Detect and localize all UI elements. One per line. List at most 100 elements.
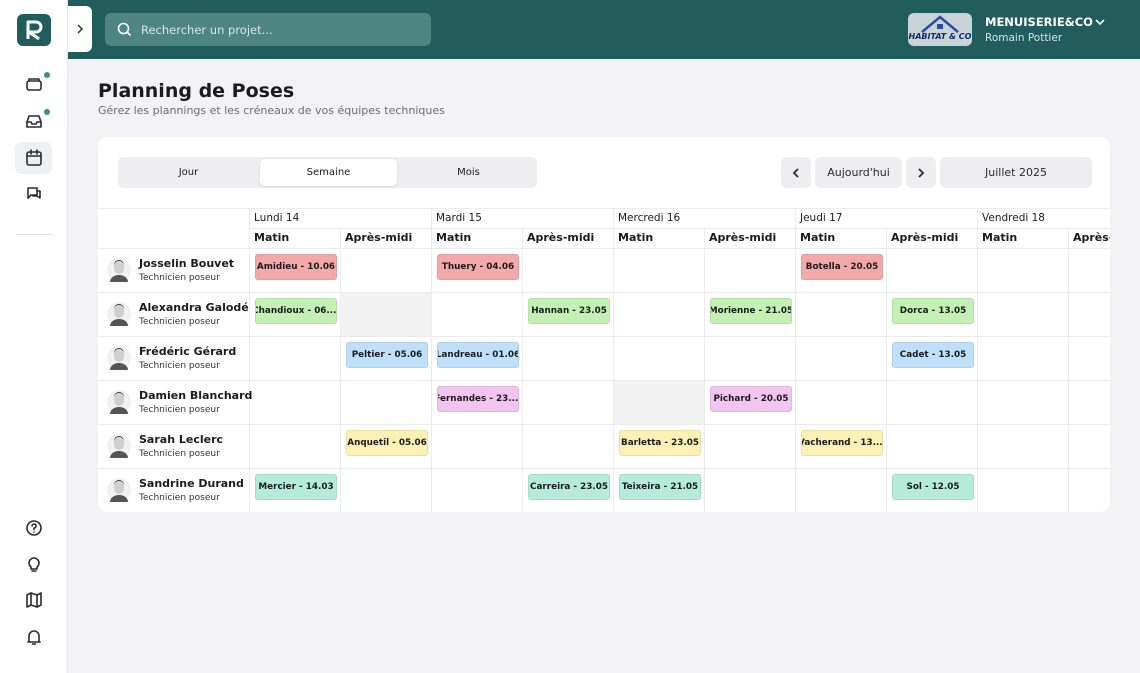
grid-line [522, 228, 523, 512]
avatar [107, 346, 131, 370]
search-icon [117, 22, 132, 37]
appointment[interactable]: Cadet - 13.05 [892, 342, 974, 368]
search-placeholder: Rechercher un projet... [141, 22, 273, 37]
prev-button[interactable] [781, 157, 811, 188]
appointment[interactable]: Carreira - 23.05 [528, 474, 610, 500]
search-box[interactable]: Rechercher un projet... [105, 13, 431, 46]
grid-line [795, 208, 796, 512]
avatar [107, 390, 131, 414]
appointment[interactable]: Amidieu - 10.06 [255, 254, 337, 280]
grid-line [886, 228, 887, 512]
day-header: Mercredi 16 [618, 212, 681, 224]
view-tabs: Jour Semaine Mois [118, 157, 537, 188]
appointment[interactable]: Barletta - 23.05 [619, 430, 701, 456]
slot-header: Après-midi [345, 231, 413, 244]
day-header: Lundi 14 [254, 212, 300, 224]
avatar [107, 302, 131, 326]
nav-projects[interactable] [15, 68, 52, 100]
avatar [107, 258, 131, 282]
view-tab[interactable]: Semaine [260, 159, 397, 186]
user-name: Romain Pottier [985, 32, 1063, 44]
logo-glyph [26, 20, 43, 41]
account-menu-chevron[interactable] [1094, 17, 1106, 27]
appointment[interactable]: Landreau - 01.06 [437, 342, 519, 368]
period-selector[interactable]: Juillet 2025 [940, 157, 1092, 188]
grid-line [98, 208, 1110, 209]
slot-header: Après-midi [891, 231, 959, 244]
grid-line [340, 228, 341, 512]
grid-line [1068, 228, 1069, 512]
appointment[interactable]: Fernandes - 23.... [437, 386, 519, 412]
nav-calendar[interactable] [15, 142, 52, 174]
appointment[interactable]: Anquetil - 05.06 [346, 430, 428, 456]
logo-text: HABITAT & CO [908, 32, 972, 41]
app-logo[interactable] [17, 14, 51, 46]
avatar [107, 434, 131, 458]
appointment[interactable]: Botella - 20.05 [801, 254, 883, 280]
grid-line [431, 208, 432, 512]
slot-header: Après-midi [709, 231, 777, 244]
appointment[interactable]: Morienne - 21.05 [710, 298, 792, 324]
avatar [107, 478, 131, 502]
technician-name: Josselin Bouvet [139, 257, 235, 270]
nav-map[interactable] [15, 584, 52, 616]
technician-name: Damien Blanchard [139, 389, 253, 402]
slot-header: Matin [982, 231, 1018, 244]
appointment[interactable]: Chandioux - 06.... [255, 298, 337, 324]
day-header: Mardi 15 [436, 212, 482, 224]
nav-ideas[interactable] [15, 548, 52, 580]
unavailable-slot [340, 292, 431, 336]
grid-line [98, 380, 1110, 381]
sidebar-toggle[interactable] [68, 6, 92, 52]
grid-line [98, 336, 1110, 337]
appointment[interactable]: Pichard - 20.05 [710, 386, 792, 412]
page-subtitle: Gérez les plannings et les créneaux de v… [98, 104, 445, 117]
technician-role: Technicien poseur [139, 405, 220, 415]
appointment[interactable]: Sol - 12.05 [892, 474, 974, 500]
day-header: Vendredi 18 [982, 212, 1045, 224]
next-button[interactable] [906, 157, 936, 188]
view-tab[interactable]: Jour [178, 167, 199, 178]
appointment[interactable]: Hannan - 23.05 [528, 298, 610, 324]
nav-help[interactable] [15, 512, 52, 544]
grid-line [98, 292, 1110, 293]
appointment[interactable]: Dorca - 13.05 [892, 298, 974, 324]
grid-line [704, 228, 705, 512]
technician-role: Technicien poseur [139, 273, 220, 283]
appointment[interactable]: Peltier - 05.06 [346, 342, 428, 368]
sidebar [0, 0, 68, 673]
nav-inbox[interactable] [15, 105, 52, 137]
grid-line [98, 468, 1110, 469]
grid-line [98, 424, 1110, 425]
slot-header: Matin [254, 231, 290, 244]
today-button[interactable]: Aujourd'hui [815, 157, 902, 188]
technician-name: Sandrine Durand [139, 477, 244, 490]
unavailable-slot [613, 380, 704, 424]
grid-line [249, 228, 1110, 229]
company-name: MENUISERIE&CO [985, 15, 1093, 29]
day-header: Jeudi 17 [800, 212, 843, 224]
technician-name: Sarah Leclerc [139, 433, 224, 446]
technician-role: Technicien poseur [139, 493, 220, 503]
slot-header: Après-midi [527, 231, 595, 244]
technician-name: Frédéric Gérard [139, 345, 237, 358]
grid-line [613, 208, 614, 512]
slot-header: Après-midi [1073, 231, 1110, 244]
notification-dot [44, 109, 50, 115]
nav-messages[interactable] [15, 178, 52, 210]
view-tab[interactable]: Mois [457, 167, 480, 178]
appointment[interactable]: Thuery - 04.06 [437, 254, 519, 280]
page-title: Planning de Poses [98, 80, 295, 102]
notification-dot [44, 72, 50, 78]
nav-notifications[interactable] [15, 621, 52, 653]
appointment[interactable]: Vacherand - 13.... [801, 430, 883, 456]
technician-role: Technicien poseur [139, 449, 220, 459]
slot-header: Matin [800, 231, 836, 244]
appointment[interactable]: Mercier - 14.03 [255, 474, 337, 500]
grid-line [249, 208, 250, 512]
technician-name: Alexandra Galodé [139, 301, 249, 314]
slot-header: Matin [618, 231, 654, 244]
appointment[interactable]: Teixeira - 21.05 [619, 474, 701, 500]
company-logo[interactable]: HABITAT & CO [908, 13, 972, 46]
